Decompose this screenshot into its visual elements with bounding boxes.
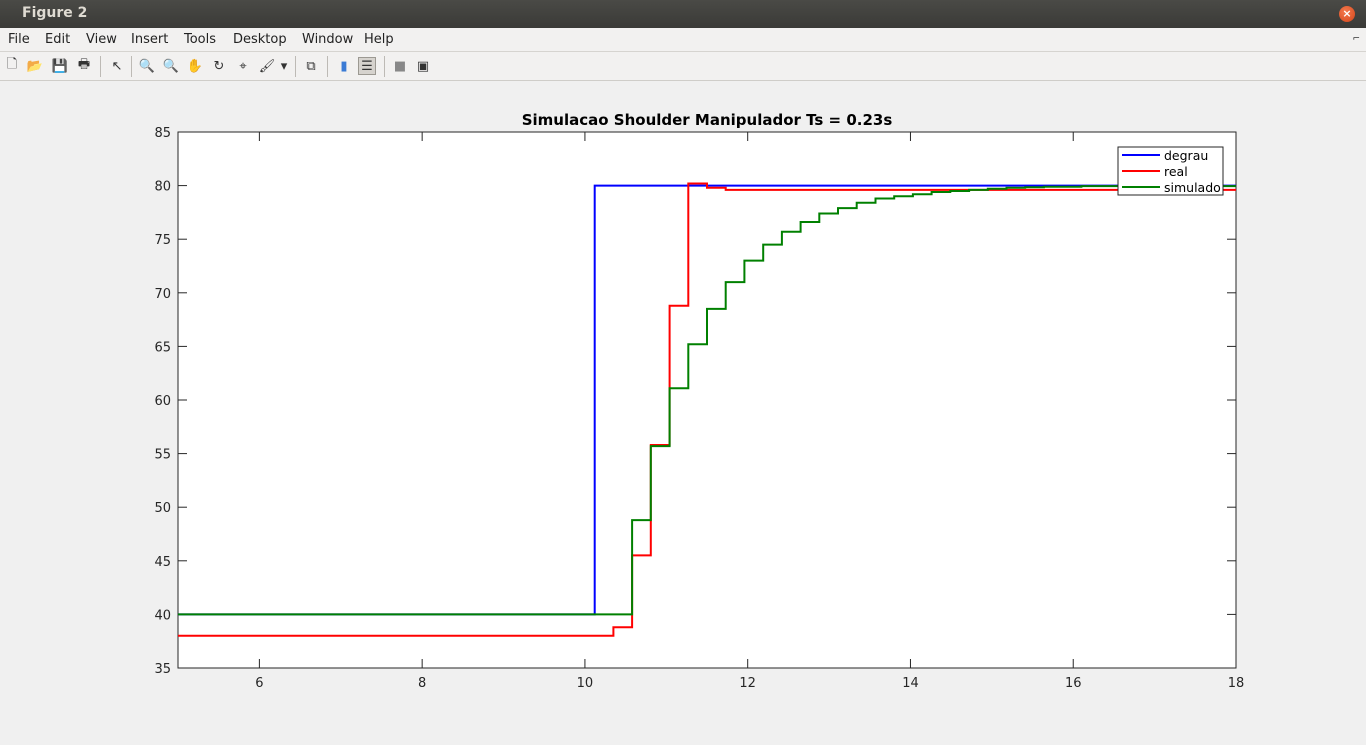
- open-file-icon[interactable]: 📂: [26, 58, 44, 74]
- menu-tools[interactable]: Tools: [184, 32, 217, 47]
- new-figure-icon[interactable]: 🗋: [6, 57, 18, 72]
- y-tick-label: 75: [154, 233, 171, 248]
- menu-insert[interactable]: Insert: [131, 32, 169, 47]
- y-tick-label: 35: [154, 662, 171, 677]
- x-tick-label: 10: [577, 676, 594, 691]
- series-line-real: [178, 182, 1236, 637]
- line-chart[interactable]: Simulacao Shoulder Manipulador Ts = 0.23…: [0, 82, 1366, 741]
- menu-file[interactable]: File: [8, 32, 30, 47]
- series-line-simulado: [178, 185, 1236, 616]
- toolbar-separator: [384, 56, 385, 77]
- x-tick-label: 8: [418, 676, 426, 691]
- insert-colorbar-icon[interactable]: ▮: [340, 58, 348, 74]
- toolbar: 🗋 📂 💾 🖶 ↖ 🔍 🔍 ✋ ↻ ⌖ 🖌 ▾ ⧉ ▮ ☰ ■ ▣: [0, 52, 1366, 81]
- y-tick-label: 60: [154, 394, 171, 409]
- y-tick-label: 85: [154, 126, 171, 141]
- legend-label-degrau: degrau: [1164, 148, 1208, 163]
- menubar: File Edit View Insert Tools Desktop Wind…: [0, 28, 1366, 52]
- close-icon[interactable]: ×: [1339, 6, 1355, 22]
- x-tick-label: 12: [739, 676, 756, 691]
- data-cursor-icon[interactable]: ⌖: [239, 58, 247, 74]
- y-tick-label: 65: [154, 340, 171, 355]
- legend-label-real: real: [1164, 164, 1188, 179]
- y-tick-label: 80: [154, 180, 171, 195]
- y-tick-label: 40: [154, 608, 171, 623]
- chart-title: Simulacao Shoulder Manipulador Ts = 0.23…: [522, 111, 893, 129]
- toolbar-separator: [295, 56, 296, 77]
- toolbar-separator: [100, 56, 101, 77]
- x-tick-label: 16: [1065, 676, 1082, 691]
- toolbar-separator: [327, 56, 328, 77]
- menubar-grip-icon[interactable]: ⌐: [1352, 34, 1360, 44]
- rotate-3d-icon[interactable]: ↻: [213, 58, 225, 74]
- window-titlebar: Figure 2 ×: [0, 0, 1366, 28]
- edit-plot-arrow-icon[interactable]: ↖: [111, 58, 123, 74]
- brush-dropdown-icon[interactable]: ▾: [280, 58, 288, 74]
- insert-legend-icon[interactable]: ☰: [358, 57, 376, 75]
- hide-plot-tools-icon[interactable]: ■: [393, 58, 407, 74]
- y-tick-label: 55: [154, 448, 171, 463]
- plot-axes-box: [177, 131, 1237, 669]
- toolbar-separator: [131, 56, 132, 77]
- menu-view[interactable]: View: [86, 32, 117, 47]
- zoom-out-icon[interactable]: 🔍: [162, 58, 180, 74]
- x-tick-label: 18: [1228, 676, 1245, 691]
- x-tick-label: 14: [902, 676, 919, 691]
- zoom-in-icon[interactable]: 🔍: [138, 58, 156, 74]
- menu-window[interactable]: Window: [302, 32, 354, 47]
- y-tick-label: 70: [154, 287, 171, 302]
- brush-icon[interactable]: 🖌: [258, 58, 276, 74]
- y-tick-label: 50: [154, 501, 171, 516]
- menu-edit[interactable]: Edit: [45, 32, 71, 47]
- legend-label-simulado: simulado: [1164, 180, 1221, 195]
- menu-desktop[interactable]: Desktop: [233, 32, 287, 47]
- print-icon[interactable]: 🖶: [77, 57, 91, 72]
- x-tick-label: 6: [255, 676, 263, 691]
- figure-canvas: Simulacao Shoulder Manipulador Ts = 0.23…: [0, 82, 1366, 741]
- link-plot-icon[interactable]: ⧉: [306, 58, 316, 74]
- y-tick-label: 45: [154, 555, 171, 570]
- save-icon[interactable]: 💾: [51, 58, 69, 74]
- window-title: Figure 2: [22, 5, 88, 21]
- show-plot-tools-icon[interactable]: ▣: [416, 58, 430, 74]
- menu-help[interactable]: Help: [364, 32, 394, 47]
- pan-hand-icon[interactable]: ✋: [186, 58, 204, 74]
